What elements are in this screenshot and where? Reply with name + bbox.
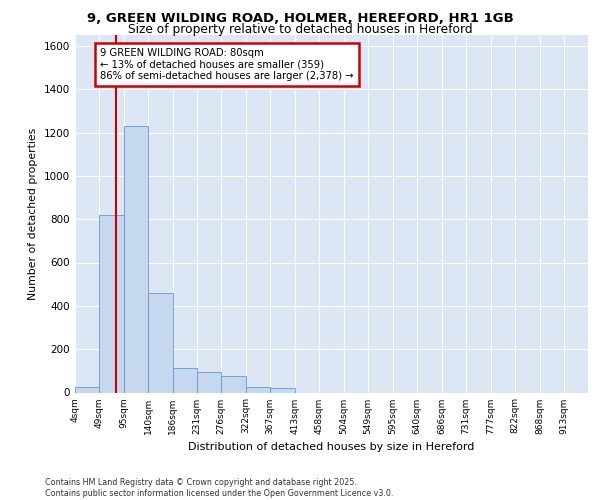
X-axis label: Distribution of detached houses by size in Hereford: Distribution of detached houses by size … <box>188 442 475 452</box>
Bar <box>270 388 295 392</box>
Bar <box>173 368 197 392</box>
Text: Contains HM Land Registry data © Crown copyright and database right 2025.
Contai: Contains HM Land Registry data © Crown c… <box>45 478 394 498</box>
Text: 9, GREEN WILDING ROAD, HOLMER, HEREFORD, HR1 1GB: 9, GREEN WILDING ROAD, HOLMER, HEREFORD,… <box>86 12 514 26</box>
Y-axis label: Number of detached properties: Number of detached properties <box>28 128 38 300</box>
Bar <box>99 215 124 392</box>
Bar <box>197 372 221 392</box>
Bar <box>148 293 173 392</box>
Bar <box>246 387 270 392</box>
Bar <box>221 376 246 392</box>
Bar <box>124 126 148 392</box>
Text: Size of property relative to detached houses in Hereford: Size of property relative to detached ho… <box>128 24 472 36</box>
Bar <box>75 387 99 392</box>
Text: 9 GREEN WILDING ROAD: 80sqm
← 13% of detached houses are smaller (359)
86% of se: 9 GREEN WILDING ROAD: 80sqm ← 13% of det… <box>100 48 354 81</box>
